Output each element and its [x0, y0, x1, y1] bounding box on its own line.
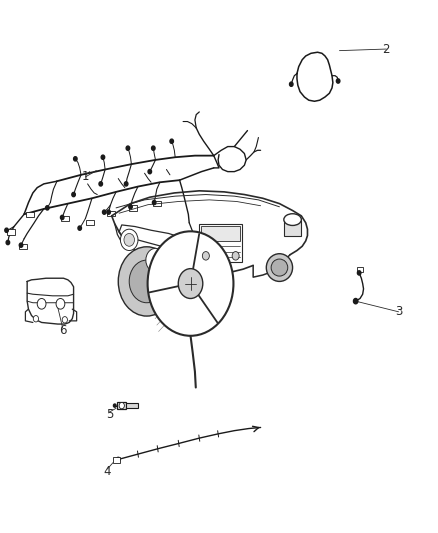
Bar	[129, 205, 137, 211]
Circle shape	[165, 252, 181, 271]
Circle shape	[33, 316, 39, 322]
Circle shape	[357, 271, 361, 275]
Circle shape	[148, 169, 152, 174]
Bar	[117, 402, 126, 409]
Circle shape	[78, 226, 81, 230]
Text: 5: 5	[106, 408, 113, 421]
Circle shape	[202, 252, 209, 260]
Circle shape	[148, 231, 233, 336]
Bar	[357, 267, 363, 272]
Text: 4: 4	[103, 465, 111, 478]
Bar	[199, 224, 242, 262]
Circle shape	[178, 269, 203, 298]
Circle shape	[336, 79, 340, 83]
Circle shape	[232, 252, 239, 260]
Circle shape	[353, 298, 358, 304]
Circle shape	[56, 298, 65, 309]
Circle shape	[124, 182, 128, 186]
Ellipse shape	[284, 214, 301, 225]
Text: 6: 6	[59, 324, 67, 337]
Text: 1: 1	[81, 171, 89, 183]
Bar	[126, 403, 138, 408]
Circle shape	[101, 155, 105, 159]
Bar	[26, 212, 34, 217]
Circle shape	[120, 229, 138, 251]
Circle shape	[118, 247, 175, 316]
Circle shape	[60, 215, 64, 220]
Bar	[61, 216, 69, 221]
Circle shape	[19, 243, 23, 247]
Circle shape	[107, 210, 110, 214]
Bar	[107, 211, 115, 216]
Circle shape	[62, 317, 67, 323]
Circle shape	[152, 200, 156, 205]
Circle shape	[117, 457, 120, 462]
Circle shape	[37, 298, 46, 309]
Circle shape	[152, 146, 155, 150]
Circle shape	[99, 182, 102, 186]
Ellipse shape	[266, 254, 293, 281]
Bar	[86, 220, 94, 225]
Circle shape	[5, 228, 8, 232]
Bar	[201, 226, 240, 241]
Circle shape	[124, 233, 134, 246]
Bar	[284, 220, 301, 236]
Circle shape	[146, 248, 165, 272]
Circle shape	[129, 260, 164, 303]
Circle shape	[126, 146, 130, 150]
Bar	[153, 201, 161, 206]
Circle shape	[113, 404, 116, 407]
Circle shape	[72, 192, 75, 197]
Bar	[7, 229, 15, 235]
Text: 2: 2	[382, 43, 390, 55]
Circle shape	[46, 206, 49, 210]
Ellipse shape	[271, 259, 288, 276]
Circle shape	[102, 210, 106, 214]
Circle shape	[129, 205, 132, 209]
Bar	[113, 457, 120, 463]
Circle shape	[170, 139, 173, 143]
Text: 3: 3	[395, 305, 402, 318]
Circle shape	[6, 240, 10, 245]
Circle shape	[119, 402, 124, 409]
Bar	[19, 244, 27, 249]
Circle shape	[74, 157, 77, 161]
Circle shape	[290, 82, 293, 86]
